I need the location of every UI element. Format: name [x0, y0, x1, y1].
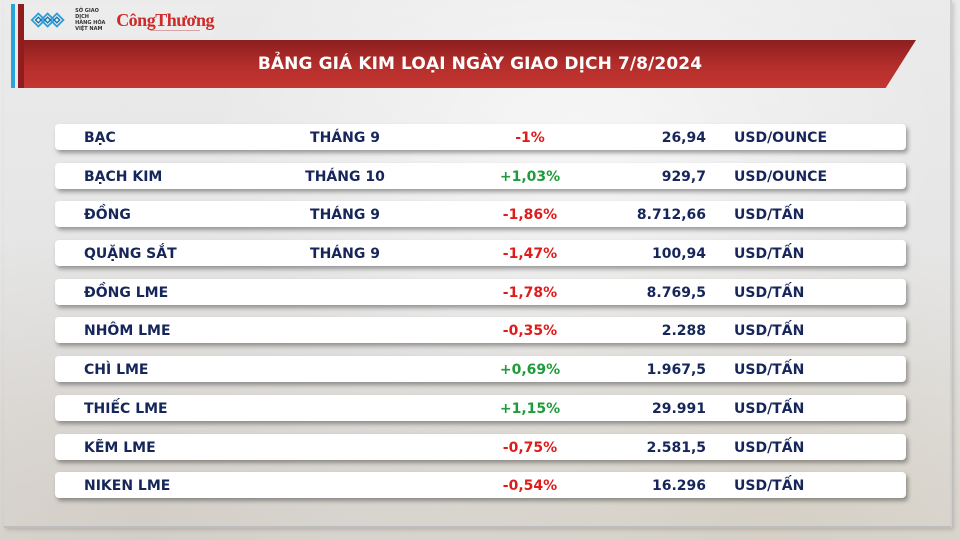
price-value: 1.967,5: [646, 362, 706, 378]
exchange-logo-text: SỞ GIAO DỊCH HÀNG HÓA VIỆT NAM: [75, 8, 112, 32]
exchange-logo-icon: [30, 12, 65, 28]
change-percent: -0,54%: [502, 478, 558, 494]
table-row: BẠCH KIM THÁNG 10 +1,03% 929,7 USD/OUNCE: [55, 163, 906, 189]
change-percent: -1,78%: [502, 285, 558, 301]
table-row: CHÌ LME +0,69% 1.967,5 USD/TẤN: [55, 356, 906, 382]
slide-frame: [4, 0, 952, 528]
metal-name: ĐỒNG: [84, 207, 131, 223]
brand-logo-text: CôngThương: [116, 9, 214, 31]
price-unit: USD/TẤN: [734, 440, 805, 456]
price-value: 29.991: [651, 401, 706, 417]
logo-line-2: HÀNG HÓA: [75, 20, 106, 26]
table-row: QUẶNG SẮT THÁNG 9 -1,47% 100,94 USD/TẤN: [55, 240, 906, 266]
metal-name: NIKEN LME: [84, 478, 171, 494]
change-percent: +1,15%: [499, 401, 561, 417]
price-value: 100,94: [651, 246, 706, 262]
change-percent: +1,03%: [499, 169, 561, 185]
price-unit: USD/OUNCE: [734, 130, 828, 146]
price-unit: USD/TẤN: [734, 478, 805, 494]
metal-name: THIẾC LME: [84, 401, 168, 417]
change-percent: -1,47%: [502, 246, 558, 262]
price-value: 2.288: [661, 323, 706, 339]
price-unit: USD/TẤN: [734, 207, 805, 223]
table-row: ĐỒNG LME -1,78% 8.769,5 USD/TẤN: [55, 279, 906, 305]
price-unit: USD/TẤN: [734, 246, 805, 262]
contract-month: THÁNG 9: [310, 246, 380, 262]
table-row: NIKEN LME -0,54% 16.296 USD/TẤN: [55, 472, 906, 498]
metal-name: BẠCH KIM: [84, 169, 163, 185]
accent-bar-red: [18, 4, 24, 88]
change-percent: +0,69%: [499, 362, 561, 378]
metal-name: BẠC: [84, 130, 116, 146]
change-percent: -0,75%: [502, 440, 558, 456]
price-unit: USD/TẤN: [734, 362, 805, 378]
price-value: 16.296: [651, 478, 706, 494]
contract-month: THÁNG 9: [310, 130, 380, 146]
price-unit: USD/TẤN: [734, 401, 805, 417]
table-row: NHÔM LME -0,35% 2.288 USD/TẤN: [55, 317, 906, 343]
contract-month: THÁNG 9: [310, 207, 380, 223]
price-value: 8.712,66: [636, 207, 706, 223]
accent-bar-blue: [11, 4, 15, 88]
price-unit: USD/TẤN: [734, 285, 805, 301]
contract-month: THÁNG 10: [305, 169, 385, 185]
header-logos: SỞ GIAO DỊCH HÀNG HÓA VIỆT NAM CôngThươn…: [24, 4, 214, 36]
metal-name: CHÌ LME: [84, 362, 149, 378]
page-title: BẢNG GIÁ KIM LOẠI NGÀY GIAO DỊCH 7/8/202…: [257, 54, 703, 74]
metal-name: NHÔM LME: [84, 323, 171, 339]
table-row: ĐỒNG THÁNG 9 -1,86% 8.712,66 USD/TẤN: [55, 201, 906, 227]
table-row: BẠC THÁNG 9 -1% 26,94 USD/OUNCE: [55, 124, 906, 150]
price-value: 26,94: [661, 130, 706, 146]
change-percent: -1%: [515, 130, 545, 146]
table-row: KẼM LME -0,75% 2.581,5 USD/TẤN: [55, 434, 906, 460]
metal-name: QUẶNG SẮT: [84, 246, 177, 262]
price-value: 2.581,5: [646, 440, 706, 456]
title-banner: [24, 40, 916, 88]
price-unit: USD/TẤN: [734, 323, 805, 339]
table-row: THIẾC LME +1,15% 29.991 USD/TẤN: [55, 395, 906, 421]
logo-line-1: SỞ GIAO DỊCH: [75, 8, 99, 20]
change-percent: -1,86%: [502, 207, 558, 223]
change-percent: -0,35%: [502, 323, 558, 339]
price-value: 929,7: [661, 169, 706, 185]
metal-name: KẼM LME: [84, 440, 156, 456]
price-value: 8.769,5: [646, 285, 706, 301]
metal-name: ĐỒNG LME: [84, 285, 169, 301]
price-unit: USD/OUNCE: [734, 169, 828, 185]
logo-line-3: VIỆT NAM: [75, 26, 103, 32]
